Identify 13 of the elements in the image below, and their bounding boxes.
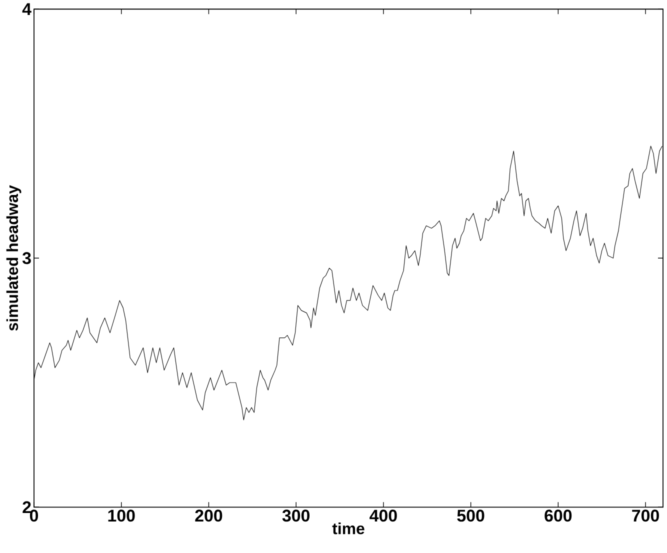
x-tick-label: 300 — [282, 510, 310, 522]
x-tick-label: 0 — [30, 510, 38, 522]
x-tick-label: 400 — [370, 510, 397, 522]
x-axis-title: time — [332, 522, 364, 534]
y-tick-label: 2 — [22, 501, 31, 513]
y-tick-label: 4 — [22, 3, 32, 15]
x-tick-label: 200 — [195, 510, 222, 522]
x-tick-label: 600 — [544, 510, 572, 522]
x-tick-label: 700 — [632, 510, 659, 522]
x-tick-label: 100 — [108, 510, 135, 522]
y-axis-title: simulated headway — [6, 185, 22, 331]
y-tick-label: 3 — [22, 252, 31, 264]
x-tick-label: 500 — [457, 510, 484, 522]
